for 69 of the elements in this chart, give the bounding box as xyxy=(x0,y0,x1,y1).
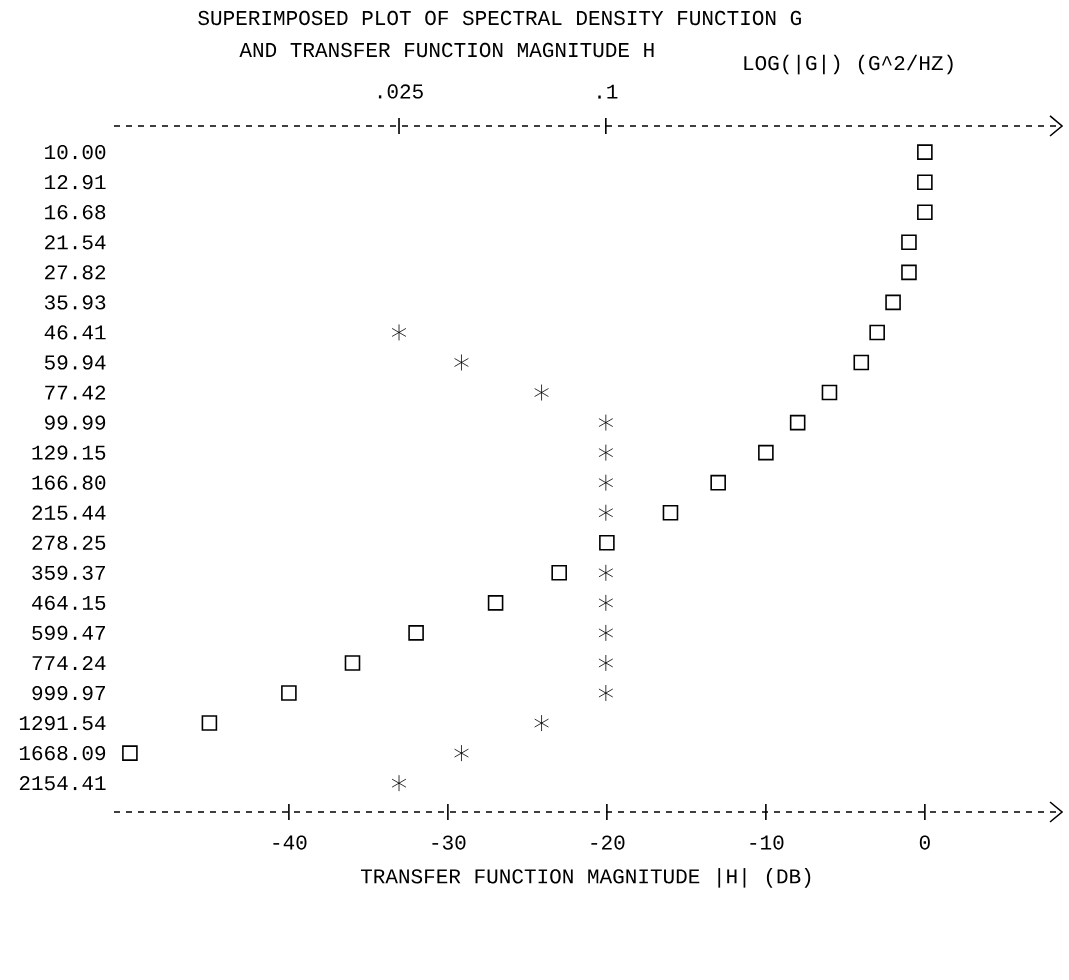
point xyxy=(598,474,614,492)
y-tick-label: 278.25 xyxy=(32,535,106,550)
x-tick-label: -20 xyxy=(591,835,625,850)
point xyxy=(789,414,806,431)
point xyxy=(598,504,614,522)
y-tick-label: 16.68 xyxy=(45,205,106,220)
point xyxy=(885,294,901,311)
point xyxy=(408,625,424,641)
point xyxy=(901,234,917,251)
point xyxy=(598,624,614,642)
x-tick-label: 0 xyxy=(919,835,930,850)
y-tick-label: 129.15 xyxy=(32,445,106,460)
y-tick-label: 166.80 xyxy=(32,475,106,490)
x2-tick-label: .025 xyxy=(378,84,423,99)
x-tick-label: -10 xyxy=(750,835,784,850)
point xyxy=(599,534,615,551)
point xyxy=(281,685,297,701)
x-tick-label: -40 xyxy=(273,835,307,850)
point xyxy=(917,144,933,160)
y-tick-label: 27.82 xyxy=(45,265,106,280)
point xyxy=(901,264,917,281)
point xyxy=(534,714,549,732)
point xyxy=(758,444,774,461)
y-tick-label: 359.37 xyxy=(32,565,105,580)
point xyxy=(487,595,504,611)
point xyxy=(391,324,407,341)
y-tick-label: 99.99 xyxy=(45,415,106,430)
y-tick-label: 774.24 xyxy=(32,655,106,670)
point xyxy=(454,744,469,762)
point xyxy=(710,474,726,491)
y-tick-label: 77.42 xyxy=(45,385,106,400)
point xyxy=(598,444,614,462)
y-tick-label: 999.97 xyxy=(32,685,105,701)
y-tick-label: 35.93 xyxy=(44,295,106,310)
point xyxy=(454,354,469,371)
y-tick-label: 1291.54 xyxy=(19,715,106,731)
x2-axis-title: LOG(|G|) (G^2/HZ) xyxy=(744,54,953,75)
y-tick-label: 599.47 xyxy=(32,625,105,641)
y-tick-label: 464.15 xyxy=(32,595,106,611)
point xyxy=(598,594,614,612)
y-tick-label: 2154.41 xyxy=(19,776,106,791)
y-tick-label: 46.41 xyxy=(44,325,106,340)
x-axis-title: TRANSFER FUNCTION MAGNITUDE |H| (DB) xyxy=(360,868,811,888)
point xyxy=(869,324,885,341)
point xyxy=(201,715,218,731)
y-tick-label: 215.44 xyxy=(32,505,106,520)
point xyxy=(122,745,138,761)
x-tick-label: -30 xyxy=(432,835,466,850)
x2-tick-label: .1 xyxy=(598,84,618,99)
y-tick-label: 1668.09 xyxy=(19,745,106,761)
y-tick-label: 10.00 xyxy=(45,145,106,160)
point xyxy=(598,414,614,431)
point xyxy=(598,654,614,672)
chart-title: SUPERIMPOSED PLOT OF SPECTRAL DENSITY FUNCTION G xyxy=(198,10,801,26)
y-tick-label: 12.91 xyxy=(45,175,106,190)
y-tick-label: 59.94 xyxy=(44,355,106,370)
chart-subtitle: AND TRANSFER FUNCTION MAGNITUDE H xyxy=(239,42,654,58)
y-tick-label: 21.54 xyxy=(45,235,106,250)
point xyxy=(344,655,361,671)
point xyxy=(917,174,933,190)
point xyxy=(662,504,679,521)
point xyxy=(534,384,549,401)
point xyxy=(598,684,614,702)
point xyxy=(821,384,838,401)
point xyxy=(917,204,933,221)
point xyxy=(551,565,567,581)
point xyxy=(598,564,614,582)
point xyxy=(391,774,407,792)
point xyxy=(853,354,870,371)
